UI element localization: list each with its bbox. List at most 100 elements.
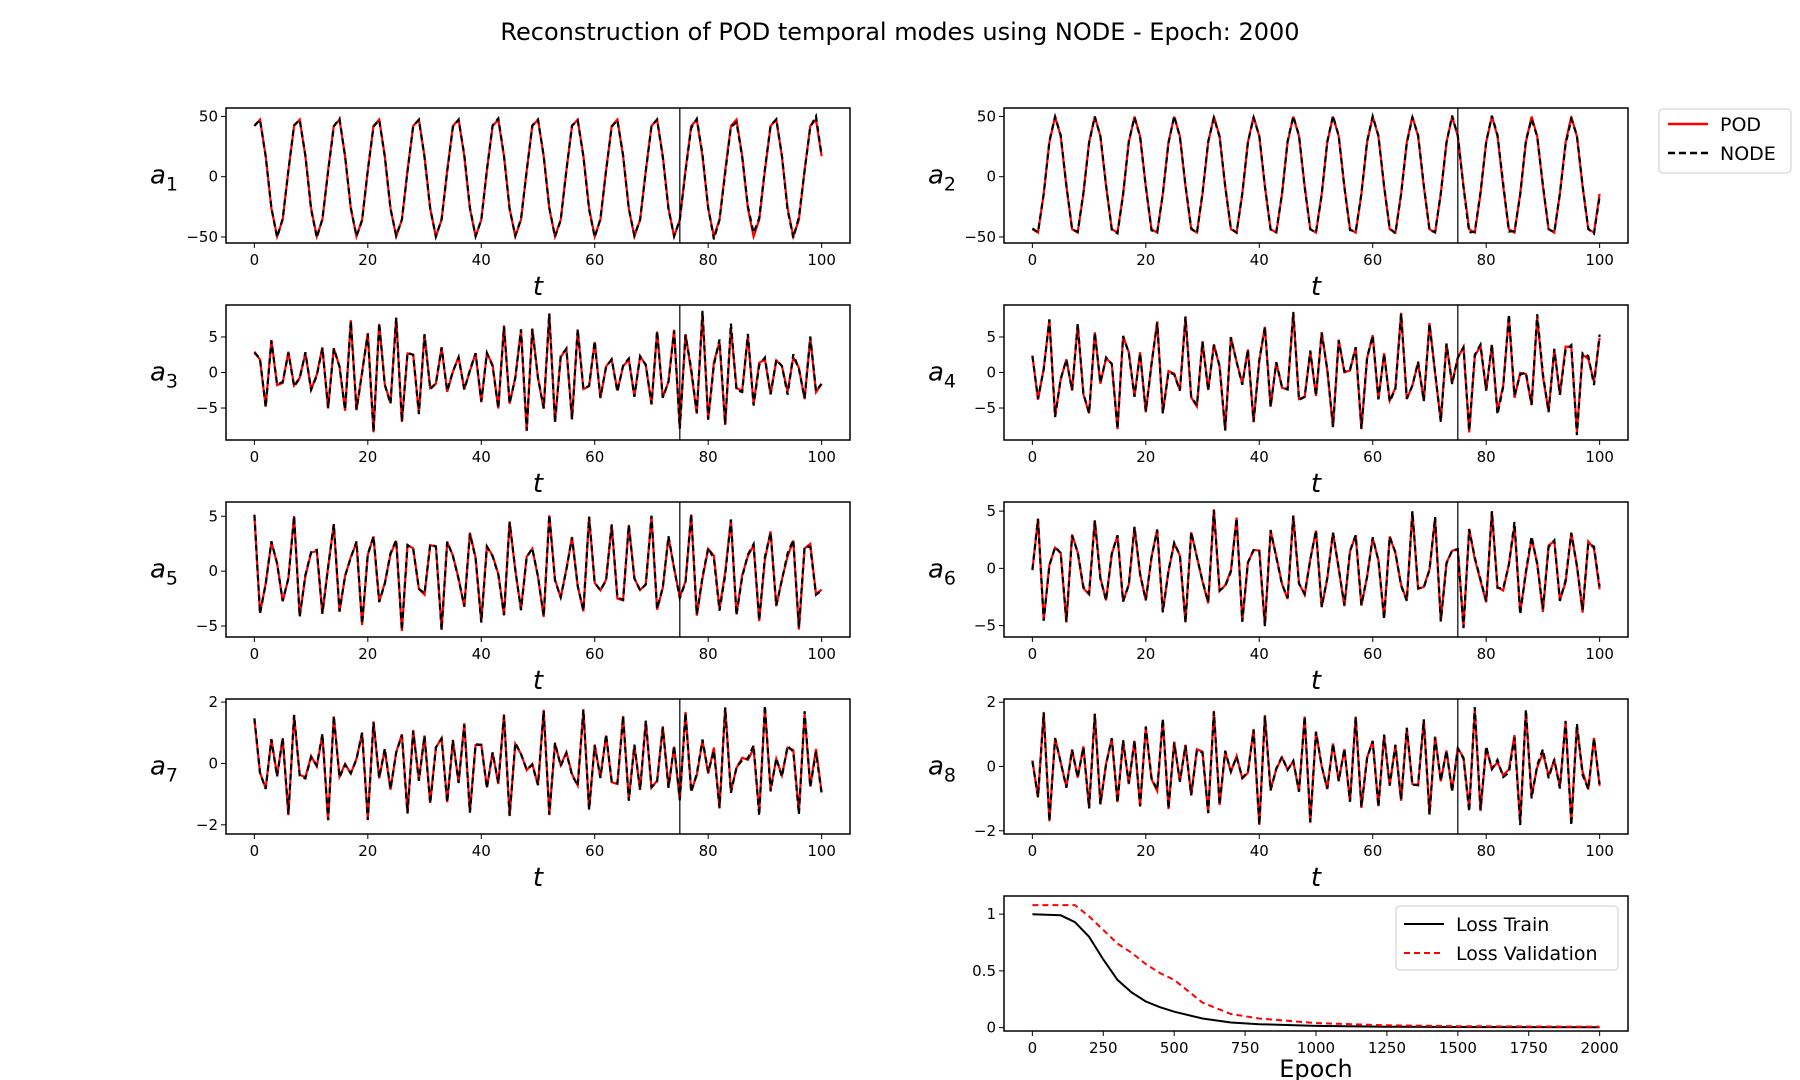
y-tick-label: 0 [986, 168, 996, 186]
y-tick-label: 2 [986, 693, 996, 711]
y-tick-label: −5 [974, 399, 996, 417]
y-tick-label: 5 [986, 502, 996, 520]
x-tick-label: 0 [1028, 1039, 1038, 1057]
plot-area [1032, 904, 1600, 1029]
x-tick-label: 20 [358, 251, 377, 269]
plot-area [253, 705, 823, 821]
x-tick-label: 40 [1250, 448, 1269, 466]
x-tick-label: 100 [1585, 251, 1614, 269]
x-tick-label: 80 [699, 448, 718, 466]
x-tick-label: 100 [807, 645, 836, 663]
x-tick-label: 0 [250, 842, 260, 860]
x-tick-label: 60 [585, 448, 604, 466]
series-line-node [253, 112, 823, 242]
modes-legend: POD NODE [1658, 108, 1792, 174]
x-tick-label: 40 [1250, 842, 1269, 860]
y-tick-label: −2 [974, 822, 996, 840]
y-tick-label: −5 [196, 399, 218, 417]
x-tick-label: 100 [1585, 448, 1614, 466]
x-tick-label: 80 [699, 842, 718, 860]
x-tick-label: 60 [585, 645, 604, 663]
x-tick-label: 20 [1136, 645, 1155, 663]
x-tick-label: 20 [358, 645, 377, 663]
plot-area [253, 310, 823, 433]
plot-area [253, 112, 823, 242]
x-tick-label: 60 [1363, 448, 1382, 466]
y-axis-label: a6 [928, 555, 956, 590]
series-line-node [1031, 510, 1601, 629]
plot-area [1031, 311, 1601, 436]
x-axis-label: t [533, 469, 544, 499]
y-tick-label: 50 [977, 107, 996, 125]
x-axis-label: t [1311, 666, 1322, 696]
x-tick-label: 250 [1089, 1039, 1118, 1057]
x-axis-label: t [1311, 863, 1322, 893]
y-axis-label-subscript: 4 [944, 371, 956, 393]
x-tick-label: 80 [1477, 448, 1496, 466]
y-tick-label: 50 [199, 107, 218, 125]
x-tick-label: 60 [1363, 645, 1382, 663]
x-axis-label: t [533, 666, 544, 696]
y-tick-label: 5 [986, 328, 996, 346]
x-tick-label: 40 [472, 448, 491, 466]
series-line-node [253, 705, 823, 821]
y-tick-label: 5 [208, 328, 218, 346]
y-tick-label: −2 [196, 816, 218, 834]
y-tick-label: 5 [208, 507, 218, 525]
x-tick-label: 60 [585, 251, 604, 269]
x-tick-label: 100 [807, 448, 836, 466]
y-tick-label: 0 [986, 1019, 996, 1037]
y-tick-label: 0 [208, 364, 218, 382]
axes-frame [1003, 895, 1629, 1032]
x-tick-label: 0 [1028, 645, 1038, 663]
panel-a8: 0 20 40 60 80 100 −2 0 2 t a8 [928, 693, 1629, 893]
y-tick-label: −50 [186, 228, 218, 246]
x-tick-label: 2000 [1581, 1039, 1619, 1057]
x-tick-label: 100 [807, 842, 836, 860]
loss-legend-frame [1395, 905, 1619, 971]
y-tick-label: 0 [208, 754, 218, 772]
figure-title: Reconstruction of POD temporal modes usi… [500, 18, 1299, 46]
y-tick-label: −5 [974, 617, 996, 635]
x-tick-label: 100 [1585, 645, 1614, 663]
x-tick-label: 0 [1028, 448, 1038, 466]
x-axis-label: t [533, 863, 544, 893]
y-tick-label: 0 [208, 562, 218, 580]
axes-frame [225, 107, 851, 244]
legend-node-label: NODE [1720, 143, 1776, 165]
x-tick-label: 40 [1250, 645, 1269, 663]
x-tick-label: 20 [1136, 251, 1155, 269]
y-axis-label-subscript: 6 [944, 568, 956, 590]
y-axis-label-subscript: 7 [166, 765, 178, 787]
x-tick-label: 60 [585, 842, 604, 860]
loss-legend: Loss Train Loss Validation [1395, 905, 1619, 971]
x-tick-label: 80 [699, 251, 718, 269]
x-tick-label: 40 [472, 842, 491, 860]
x-tick-label: 20 [1136, 842, 1155, 860]
y-axis-label-subscript: 2 [944, 174, 956, 196]
y-tick-label: 0 [986, 364, 996, 382]
x-tick-label: 750 [1231, 1039, 1260, 1057]
axes-frame [225, 304, 851, 441]
series-line-pod [1031, 116, 1601, 235]
series-line-loss-train [1032, 913, 1600, 1029]
x-axis-label: Epoch [1279, 1055, 1353, 1080]
x-tick-label: 100 [807, 251, 836, 269]
axes-frame [1003, 698, 1629, 835]
panel-loss: 0 250 500 750 1000 1250 1500 1750 2000 0 0.5 1 Loss … [972, 895, 1629, 1080]
axes-frame [1003, 501, 1629, 638]
plot-area [1031, 707, 1601, 826]
legend-label-loss-train: Loss Train [1456, 914, 1549, 936]
x-tick-label: 40 [472, 251, 491, 269]
x-tick-label: 0 [250, 448, 260, 466]
y-tick-label: 1 [986, 905, 996, 923]
y-tick-label: 0 [986, 758, 996, 776]
plot-area [253, 513, 823, 632]
x-tick-label: 20 [358, 842, 377, 860]
